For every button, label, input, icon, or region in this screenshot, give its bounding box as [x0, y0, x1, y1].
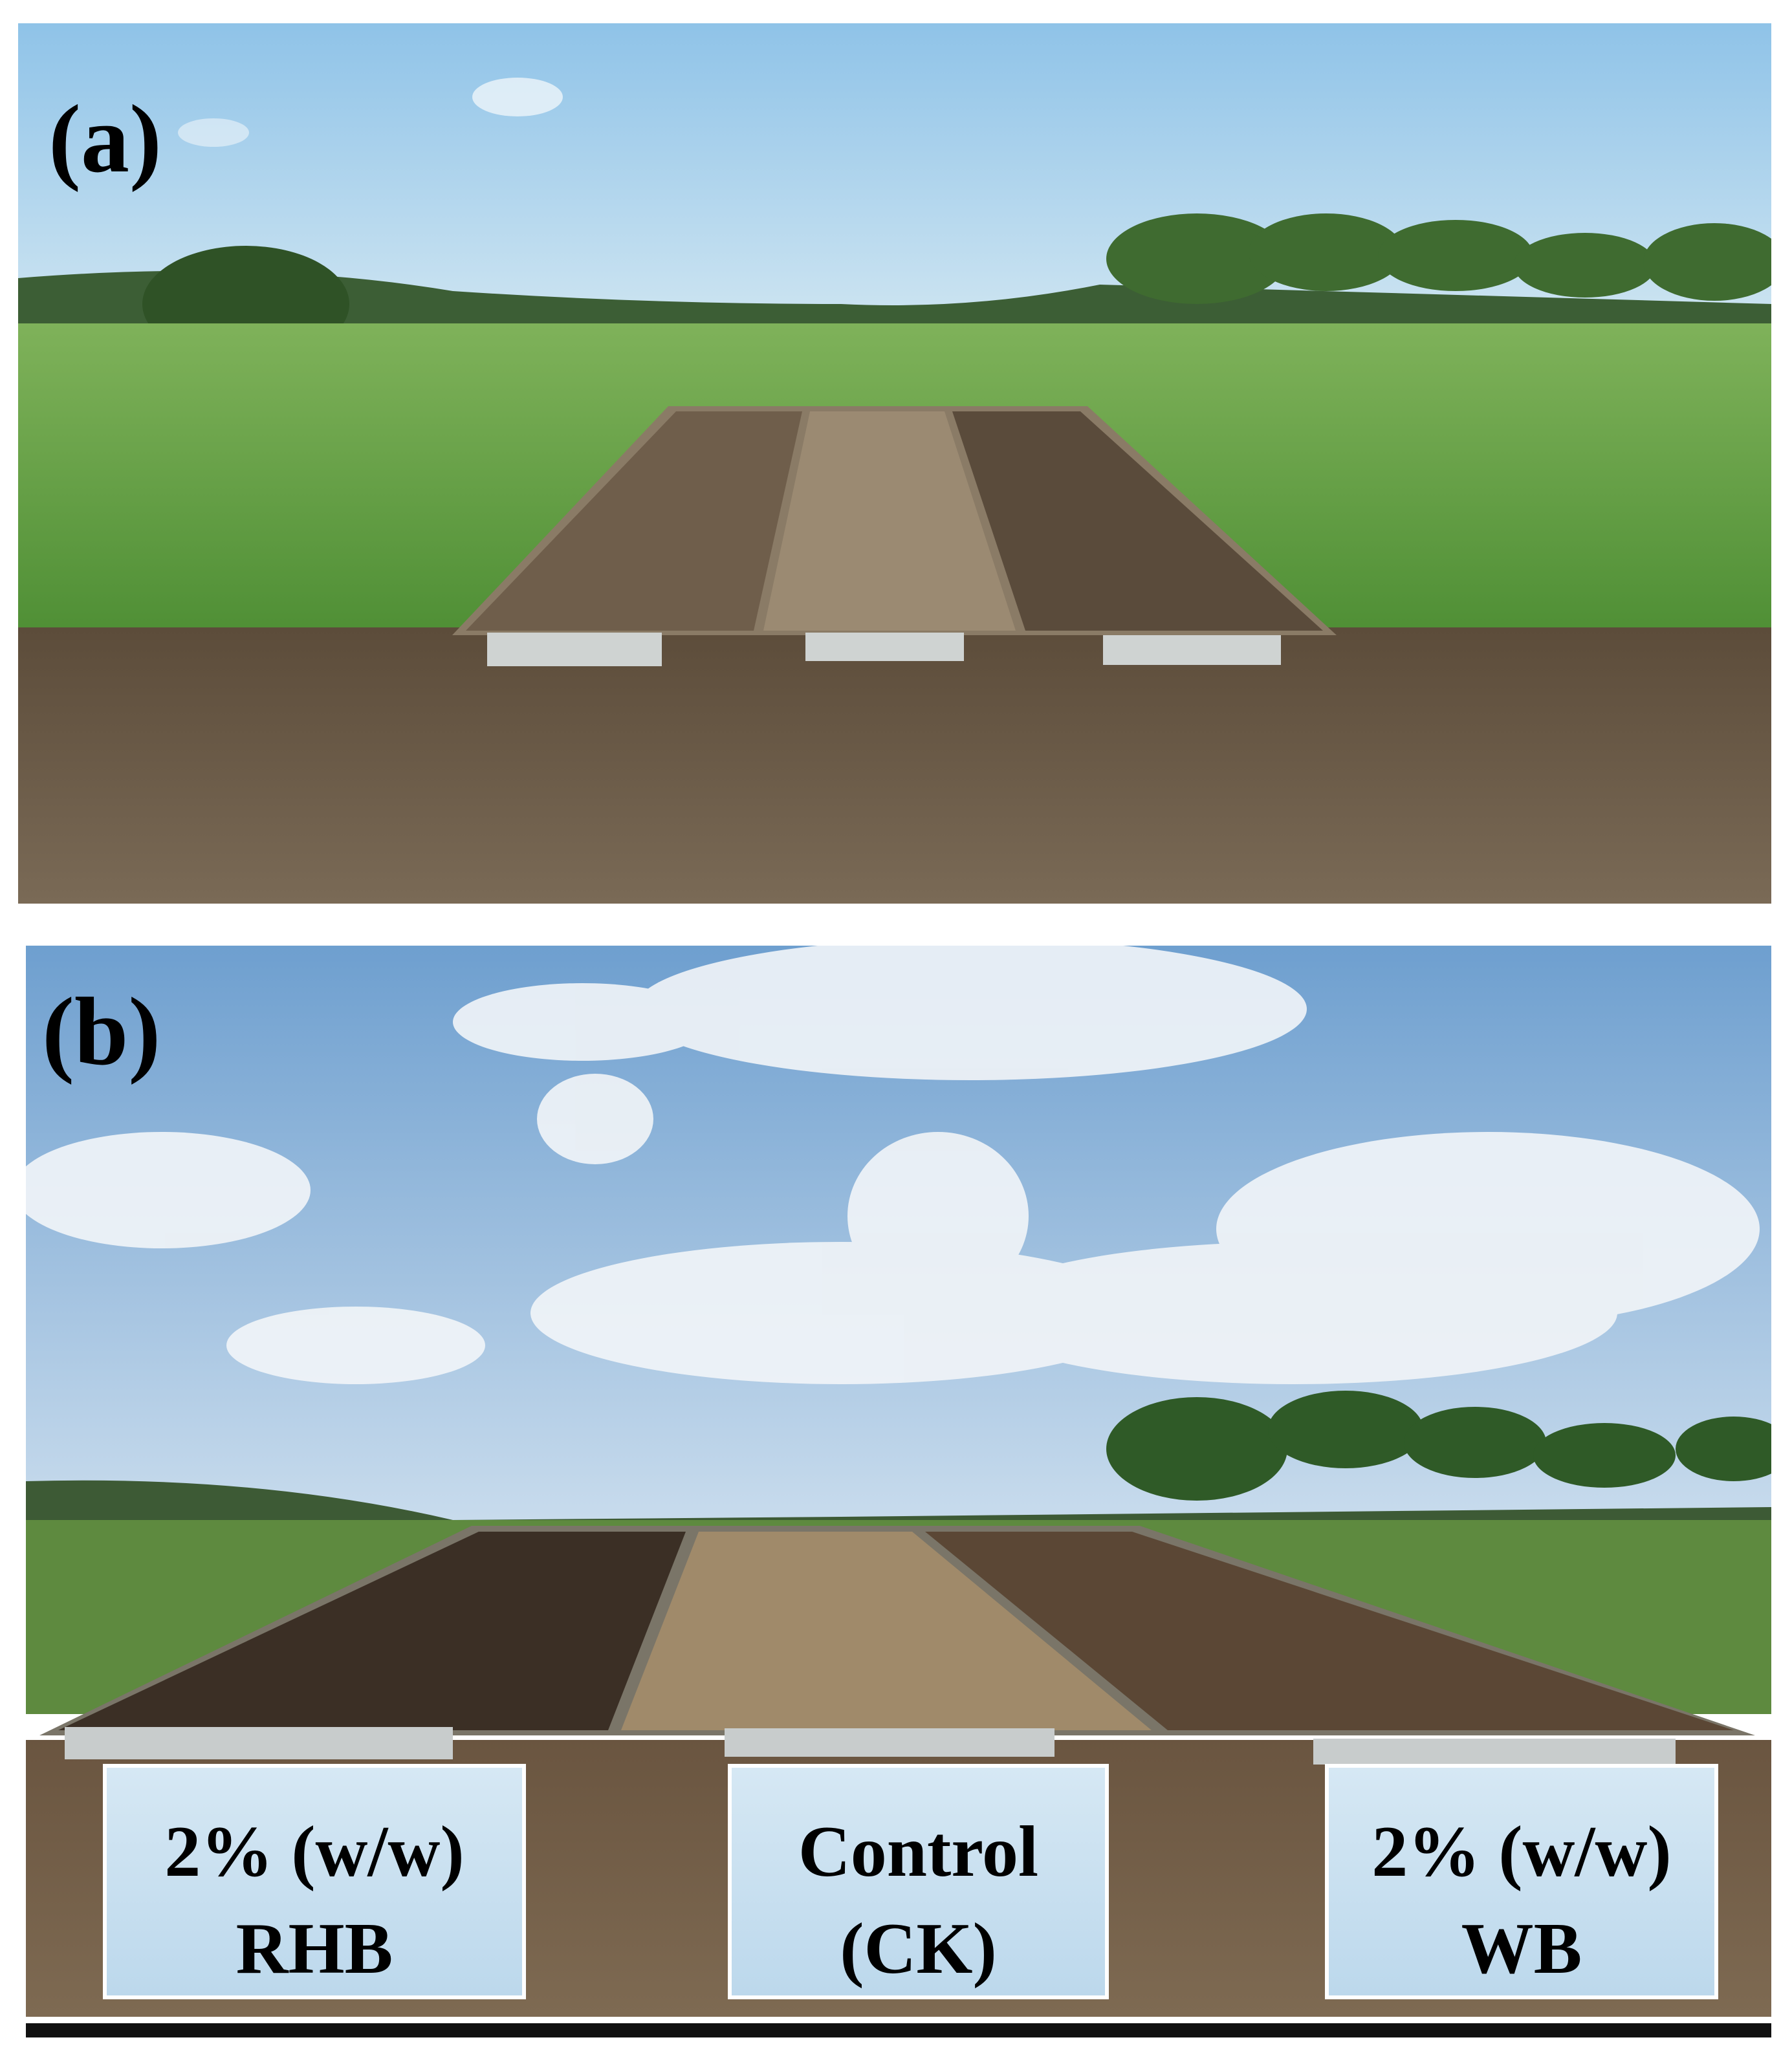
shape	[1249, 213, 1404, 291]
bottom-bar	[26, 2023, 1771, 2037]
shape	[537, 1074, 653, 1164]
plot	[952, 411, 1323, 631]
plot	[466, 411, 802, 631]
shape	[530, 1242, 1152, 1384]
label-text: 2% (w/w)	[1371, 1812, 1671, 1892]
shape	[453, 983, 712, 1061]
shape	[1676, 1417, 1771, 1481]
shape	[1103, 635, 1281, 665]
shape	[487, 633, 662, 666]
shape	[1106, 1397, 1287, 1501]
tree-row	[1106, 213, 1771, 304]
label-box	[103, 1764, 526, 1999]
cloud	[472, 78, 563, 116]
slabs	[487, 633, 1281, 666]
plot	[621, 1532, 1152, 1730]
plot	[58, 1532, 686, 1730]
shape	[26, 1132, 311, 1248]
plot	[925, 1532, 1734, 1730]
mud	[18, 627, 1771, 904]
cloud	[178, 118, 249, 147]
photo-a	[18, 23, 1771, 904]
shape	[1268, 1391, 1423, 1468]
shape	[226, 1307, 485, 1384]
slabs	[65, 1727, 1676, 1765]
shape	[1378, 220, 1533, 291]
label-text: Control	[798, 1812, 1038, 1892]
shape	[805, 633, 964, 661]
shape	[1533, 1423, 1676, 1488]
shape	[1313, 1739, 1676, 1765]
panel-label: (b)	[42, 978, 160, 1085]
clouds	[26, 946, 1760, 1384]
shape	[1106, 213, 1287, 304]
label-box	[1325, 1764, 1718, 1999]
label-text: (CK)	[840, 1909, 997, 1989]
panel-label: (a)	[49, 85, 162, 193]
shape	[725, 1728, 1054, 1757]
plot-labels: 2% (w/w) RHB Control (CK) 2% (w/w) WB	[103, 1764, 1718, 1999]
shape	[65, 1727, 453, 1759]
shape	[970, 1242, 1617, 1384]
shape	[1514, 233, 1656, 298]
label-text: RHB	[236, 1909, 393, 1989]
tree-row	[1106, 1391, 1771, 1501]
label-text: WB	[1461, 1909, 1582, 1989]
label-text: 2% (w/w)	[164, 1812, 464, 1892]
shape	[634, 946, 1307, 1080]
plot	[763, 411, 1016, 631]
shape	[1643, 223, 1771, 301]
shape	[1404, 1407, 1546, 1478]
label-box	[728, 1764, 1109, 1999]
